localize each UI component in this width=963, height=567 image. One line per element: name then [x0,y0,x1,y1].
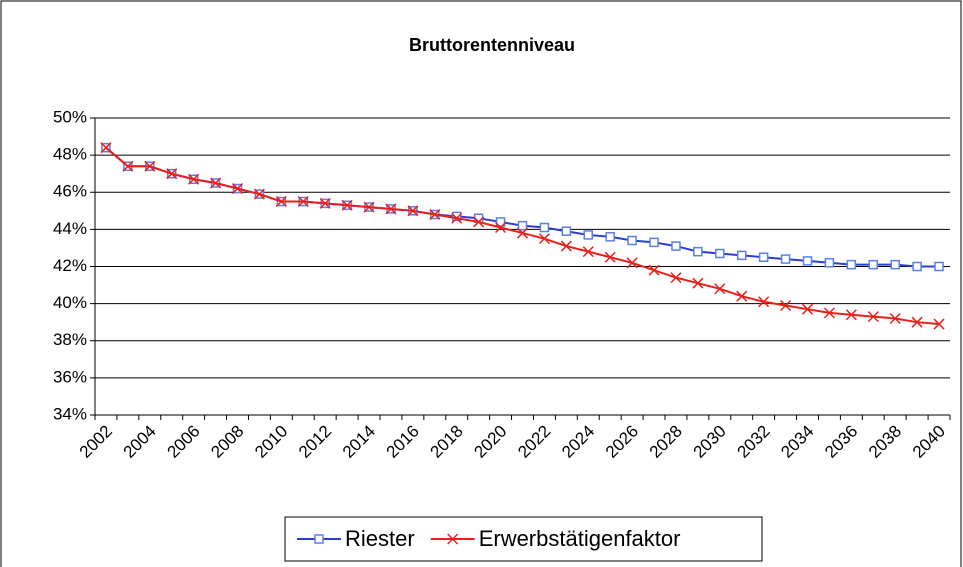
data-point [626,257,638,269]
data-point [670,272,682,284]
legend-marker [447,533,459,545]
data-point [758,252,769,262]
data-point [122,160,134,172]
data-point [495,217,506,227]
y-tick-label: 48% [53,145,87,164]
data-point [890,259,900,270]
data-point [867,311,879,323]
data-point [407,205,419,217]
data-point [823,307,835,319]
data-point [231,183,244,195]
data-point [100,142,112,154]
data-point [166,168,178,180]
data-point [780,299,792,312]
chart-title: Bruttorentenniveau [409,35,575,55]
data-point [517,220,528,231]
data-point [319,197,331,209]
data-point [473,216,485,228]
data-point [889,312,901,325]
data-point [912,261,922,272]
data-point [933,318,945,330]
data-point [736,290,748,302]
data-point [561,226,572,236]
data-point [560,240,572,252]
data-point [605,232,615,242]
data-point [451,212,463,224]
y-tick-label: 50% [53,107,87,126]
y-tick-label: 44% [53,219,87,238]
data-point [539,222,550,233]
data-point [627,235,637,246]
data-point [341,199,353,211]
data-point [845,309,857,321]
data-point [604,251,616,263]
data-point [363,201,375,213]
data-point [868,259,879,270]
data-point [649,237,659,248]
y-tick-label: 42% [53,256,87,275]
data-point [801,303,814,315]
legend-marker [314,534,324,544]
data-point [692,277,704,289]
y-tick-label: 40% [53,293,87,312]
data-point [297,196,309,208]
data-point [824,258,835,268]
data-point [188,173,200,185]
data-point [538,233,550,245]
data-point [516,227,529,239]
data-point [671,241,681,251]
legend-label: Riester [345,526,415,551]
data-point [583,230,594,240]
data-point [582,246,594,258]
data-point [934,261,944,272]
data-point [736,250,747,261]
data-point [451,211,462,222]
data-point [714,283,726,295]
legend-label: Erwerbstätigenfaktor [479,526,681,551]
y-tick-label: 34% [53,404,87,423]
data-point [385,203,397,215]
data-point [429,208,441,221]
data-point [253,188,265,200]
legend-box [284,516,763,562]
data-point [144,160,156,172]
data-point [911,316,923,328]
data-point [780,254,791,264]
data-point [648,264,660,276]
data-point [495,221,507,234]
data-point [715,248,725,259]
data-point [846,259,857,270]
data-point [275,196,287,208]
data-point [210,177,222,189]
y-tick-label: 36% [53,367,87,386]
data-point [802,256,813,266]
y-tick-label: 38% [53,330,87,349]
y-tick-label: 46% [53,182,87,201]
data-point [693,246,703,257]
data-point [758,296,770,308]
